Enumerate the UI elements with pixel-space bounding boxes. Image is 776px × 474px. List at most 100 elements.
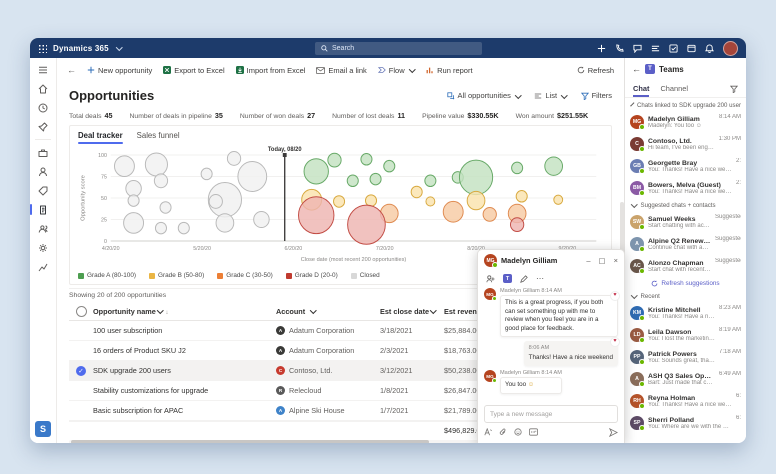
more-icon[interactable]: ⋯ xyxy=(536,274,545,283)
attach-icon[interactable] xyxy=(499,428,507,436)
bubble-grade-b[interactable] xyxy=(333,195,346,208)
bubble-closed[interactable] xyxy=(144,152,168,177)
refresh-suggestions-link[interactable]: Refresh suggestions xyxy=(630,277,741,290)
bubble-closed[interactable] xyxy=(159,201,172,214)
bubble-grade-d[interactable] xyxy=(510,217,525,233)
layout-selector[interactable]: List xyxy=(534,91,568,100)
bubble-closed[interactable] xyxy=(125,179,142,198)
compose-icon[interactable] xyxy=(520,274,528,283)
app-title[interactable]: Dynamics 365 xyxy=(53,43,109,53)
settings-icon[interactable] xyxy=(36,241,50,254)
bubble-grade-a[interactable] xyxy=(360,153,373,166)
insights-icon[interactable] xyxy=(36,260,50,273)
new-opportunity-button[interactable]: New opportunity xyxy=(87,66,152,75)
run-report-button[interactable]: Run report xyxy=(426,66,473,75)
pinned-icon[interactable] xyxy=(36,120,50,133)
bubble-grade-b[interactable] xyxy=(364,194,378,207)
flow-button[interactable]: Flow xyxy=(377,66,416,75)
bubble-closed[interactable] xyxy=(237,161,268,192)
emoji-icon[interactable] xyxy=(514,428,522,436)
row-checkbox[interactable]: ✓ xyxy=(69,365,93,376)
bubble-closed[interactable] xyxy=(123,212,145,234)
teams-tab-channel[interactable]: Channel xyxy=(660,84,688,93)
horizontal-scrollbar[interactable] xyxy=(69,440,612,443)
bubble-closed[interactable] xyxy=(127,194,140,207)
bubble-closed[interactable] xyxy=(154,221,167,235)
popout-icon[interactable]: ▢ xyxy=(598,256,606,265)
email-a-link-button[interactable]: Email a link xyxy=(316,66,367,75)
bubble-closed[interactable] xyxy=(153,173,169,189)
tab-sales-funnel[interactable]: Sales funnel xyxy=(136,131,180,140)
menu-icon[interactable] xyxy=(36,63,50,76)
teams-filter-icon[interactable] xyxy=(730,85,738,93)
bubble-grade-b[interactable] xyxy=(410,185,423,199)
section-header[interactable]: Recent xyxy=(630,290,741,302)
close-icon[interactable]: × xyxy=(613,256,618,265)
bubble-closed[interactable] xyxy=(208,194,223,209)
column-header-est-revenue[interactable]: Est revenue xyxy=(444,307,522,316)
chat-list-item[interactable]: RH Reyna Holman You: Thanks! Have a nice w… xyxy=(630,390,741,412)
column-header-account[interactable]: Account xyxy=(276,307,380,316)
bubble-closed[interactable] xyxy=(200,167,213,181)
section-header[interactable]: Suggested chats + contacts xyxy=(630,199,741,211)
bubble-grade-b[interactable] xyxy=(425,196,436,207)
add-people-icon[interactable] xyxy=(486,274,495,283)
phone-icon[interactable] xyxy=(615,43,624,53)
app-title-chevron-icon[interactable] xyxy=(115,44,123,51)
import-from-excel-button[interactable]: Import from Excel xyxy=(235,65,305,75)
person-icon[interactable] xyxy=(36,165,50,178)
briefcase-icon[interactable] xyxy=(36,146,50,159)
minimize-icon[interactable]: – xyxy=(586,256,591,265)
chat-list-item[interactable]: PP Patrick Powers You: Sounds great, thank… xyxy=(630,346,741,368)
opportunities-icon[interactable] xyxy=(30,203,50,216)
teams-tab-chat[interactable]: Chat xyxy=(633,80,650,97)
bubble-closed[interactable] xyxy=(253,210,270,229)
global-search-box[interactable]: Search xyxy=(315,41,482,55)
opportunity-name-cell[interactable]: SDK upgrade 200 users xyxy=(93,366,171,375)
sales-app-badge[interactable]: S xyxy=(35,421,51,437)
opportunity-name-cell[interactable]: Stability customizations for upgrade xyxy=(93,386,209,395)
opportunity-name-cell[interactable]: 100 user subscription xyxy=(93,326,163,335)
bubble-grade-a[interactable] xyxy=(369,172,382,186)
user-avatar[interactable] xyxy=(723,40,738,56)
tag-icon[interactable] xyxy=(36,184,50,197)
column-header-opportunity-name[interactable]: Opportunity name ↓ xyxy=(93,306,169,316)
app-launcher-waffle-icon[interactable] xyxy=(38,43,47,53)
bubble-grade-b[interactable] xyxy=(466,190,486,211)
bubble-grade-b[interactable] xyxy=(553,194,564,205)
export-to-excel-button[interactable]: Export to Excel xyxy=(163,65,225,75)
heart-reaction-icon[interactable]: ♥ xyxy=(610,291,620,301)
bubble-grade-a[interactable] xyxy=(383,159,396,173)
section-header[interactable]: Chats linked to SDK upgrade 200 users xyxy=(630,99,741,111)
select-all-checkbox[interactable] xyxy=(69,305,93,317)
format-icon[interactable] xyxy=(484,428,492,436)
recent-icon[interactable] xyxy=(36,101,50,114)
bubble-closed[interactable] xyxy=(226,151,242,166)
chat-list-item[interactable]: LD Leila Dawson You: I lost the marketing … xyxy=(630,324,741,346)
home-icon[interactable] xyxy=(36,82,50,95)
chat-list-item[interactable]: AC Alonzo Chapman Start chat with recently… xyxy=(630,255,741,277)
send-icon[interactable] xyxy=(609,427,618,437)
view-selector[interactable]: All opportunities xyxy=(446,91,522,100)
bubble-grade-d[interactable] xyxy=(298,196,335,235)
opportunity-name-cell[interactable]: 16 orders of Product SKU J2 xyxy=(93,346,186,355)
bubble-grade-c[interactable] xyxy=(442,200,464,223)
filters-button[interactable]: Filters xyxy=(580,91,612,100)
bubble-grade-a[interactable] xyxy=(458,159,494,196)
bubble-grade-d[interactable] xyxy=(347,204,386,245)
heart-reaction-icon[interactable]: ♥ xyxy=(610,337,620,347)
bubble-grade-a[interactable] xyxy=(424,174,437,188)
teams-app-icon[interactable]: T xyxy=(503,274,512,283)
refresh-button[interactable]: Refresh xyxy=(577,66,614,75)
bell-icon[interactable] xyxy=(705,43,714,53)
bubble-grade-a[interactable] xyxy=(511,161,524,175)
tab-deal-tracker[interactable]: Deal tracker xyxy=(78,126,123,145)
chat-list-item[interactable]: BM Bowers, Melva (Guest) You: Thanks! Have… xyxy=(630,177,741,199)
message-input[interactable]: Type a new message xyxy=(484,405,618,423)
chat-icon[interactable] xyxy=(633,44,642,53)
tasks-icon[interactable] xyxy=(669,43,678,53)
bubble-grade-a[interactable] xyxy=(327,152,342,168)
deal-tracker-bubble-chart[interactable]: 0 25 50 75 100 4/20/20 5/20/20 6/20/20 7/20/20 8/… xyxy=(78,145,603,269)
